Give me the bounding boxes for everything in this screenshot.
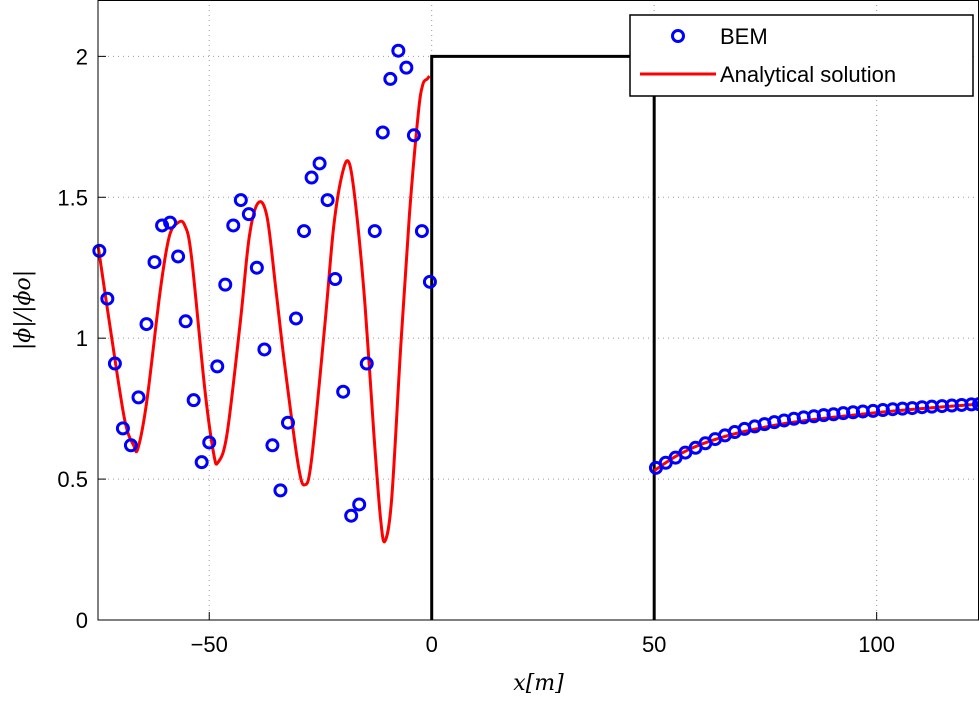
bem-point [178,314,193,329]
bem-point [972,397,979,412]
ticks: −50 0 50 100 0 0.5 1 1.5 2 [57,44,895,657]
bem-point [304,170,319,185]
bem-point [171,249,186,264]
bem-point [367,224,382,239]
bem-point [249,260,264,275]
bem-point [359,356,374,371]
bem-point [233,193,248,208]
legend-bem-label: BEM [720,24,768,49]
bem-point [92,243,107,258]
bem-point [297,224,312,239]
bem-point [344,508,359,523]
bem-point [312,156,327,171]
legend-box [629,14,974,97]
bem-point [257,342,272,357]
bem-point [375,125,390,140]
x-tick-label: −50 [191,632,228,657]
y-tick-label: 1.5 [57,185,88,210]
bem-point [218,277,233,292]
bem-point [964,397,979,412]
x-tick-label: 100 [858,632,895,657]
legend: BEM Analytical solution [629,14,974,97]
bem-point [194,455,209,470]
bem-point [352,497,367,512]
bem-point [139,317,154,332]
bem-point [422,274,437,289]
legend-analytical-label: Analytical solution [720,62,896,87]
bem-point [328,272,343,286]
bem-point [241,207,256,222]
bem-markers [92,43,979,523]
x-axis-label: x[m] [513,671,564,696]
y-tick-label: 2 [76,44,88,69]
bem-point [289,311,304,326]
x-tick-label: 50 [642,632,666,657]
bem-point [100,291,115,306]
y-axis-label: |ϕ|/|ϕo| [11,270,36,350]
structure-outline [430,54,656,620]
bem-point [115,421,130,436]
bem-point [202,435,217,450]
bem-point [265,438,280,453]
analytical-solution-line [96,75,979,544]
bem-point [336,384,351,399]
bem-point [107,356,122,371]
analytical-solution-segment [96,75,431,544]
bem-point [123,438,138,453]
bem-point [273,483,288,498]
bem-point [320,193,335,208]
bem-point [186,393,201,408]
bem-point [131,390,146,405]
x-tick-label: 0 [426,632,438,657]
bem-point [280,415,295,430]
bem-point [163,215,178,230]
bem-point [147,255,162,270]
structure-outline-path [430,54,656,620]
bem-point [226,218,241,233]
bem-point [155,218,170,233]
legend-bem-marker [671,29,685,43]
bem-point [406,128,421,143]
y-tick-label: 0 [76,608,88,633]
bem-point [383,71,398,86]
bem-point [391,43,406,58]
y-tick-label: 0.5 [57,467,88,492]
y-tick-label: 1 [76,326,88,351]
bem-point [414,224,429,239]
bem-point [210,359,225,374]
bem-point [399,60,414,75]
